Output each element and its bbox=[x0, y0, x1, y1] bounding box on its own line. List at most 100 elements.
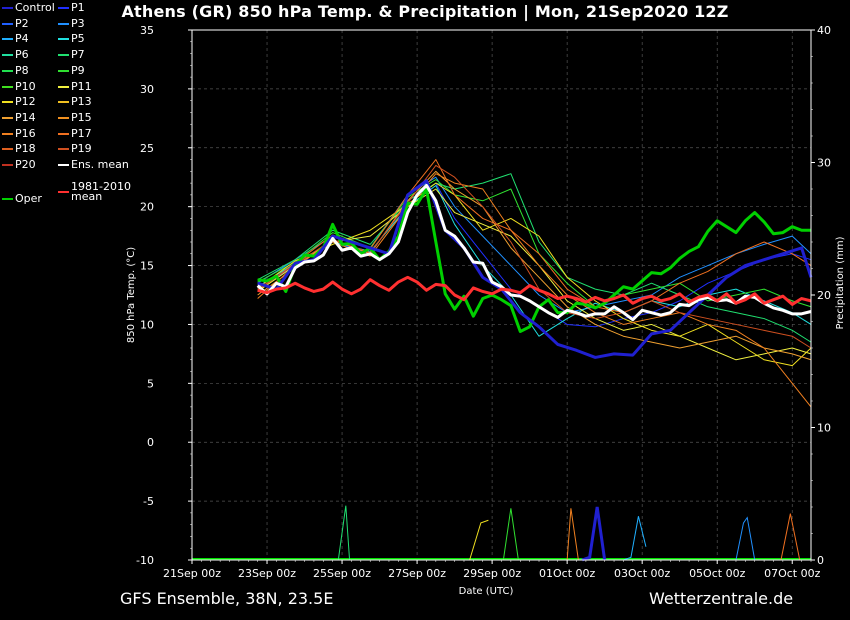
precipitation-series bbox=[192, 505, 811, 562]
series-line-control bbox=[257, 179, 813, 359]
legend-swatch bbox=[2, 54, 13, 57]
y-tick-label: 15 bbox=[140, 260, 154, 273]
legend-item: P9 bbox=[58, 63, 85, 77]
y-tick-label: 5 bbox=[147, 377, 154, 390]
y2-tick-label: 0 bbox=[817, 554, 824, 567]
x-tick-label: 05Oct 00z bbox=[689, 567, 746, 580]
footer-site-name: Wetterzentrale.de bbox=[649, 589, 794, 608]
legend-swatch bbox=[2, 101, 13, 104]
precip-line-p12 bbox=[469, 519, 489, 561]
legend-item: P8 bbox=[2, 63, 29, 77]
legend-swatch bbox=[58, 132, 69, 135]
legend-swatch bbox=[58, 69, 69, 72]
legend-item: P1 bbox=[58, 1, 85, 14]
series-line-ens-mean bbox=[256, 183, 812, 322]
legend-label: P13 bbox=[71, 95, 92, 109]
y2-tick-label: 30 bbox=[817, 157, 831, 170]
legend-item: P10 bbox=[2, 81, 36, 92]
y-tick-label: 30 bbox=[140, 83, 154, 96]
legend-swatch bbox=[2, 116, 13, 119]
precip-line-p16 bbox=[566, 508, 579, 561]
legend-swatch bbox=[58, 85, 69, 88]
legend-swatch bbox=[58, 54, 69, 57]
legend-label: Control bbox=[15, 1, 55, 14]
y2-tick-label: 40 bbox=[817, 24, 831, 37]
legend-swatch bbox=[58, 148, 69, 151]
x-tick-label: 23Sep 00z bbox=[238, 567, 296, 580]
precip-line-p7 bbox=[337, 505, 351, 561]
legend-label: P4 bbox=[15, 32, 29, 46]
legend-item: P7 bbox=[58, 48, 85, 62]
legend-label: P2 bbox=[15, 16, 29, 30]
legend-item: P14 bbox=[2, 110, 36, 124]
y2-tick-label: 20 bbox=[817, 289, 831, 302]
legend-swatch bbox=[58, 22, 69, 25]
legend-swatch bbox=[2, 38, 13, 41]
series-line-p19 bbox=[257, 164, 812, 349]
series-line-p11 bbox=[257, 188, 812, 361]
legend-item: P6 bbox=[2, 48, 29, 62]
legend-swatch bbox=[58, 190, 69, 193]
legend-label: P19 bbox=[71, 142, 92, 156]
legend-swatch bbox=[58, 7, 69, 9]
y-tick-label: 0 bbox=[147, 436, 154, 449]
legend-swatch bbox=[58, 38, 69, 41]
y-axis-ticks: -10 -5 0 5 10 15 20 25 30 35 bbox=[136, 24, 192, 567]
legend-item: P12 bbox=[2, 96, 36, 107]
y-axis-label: 850 hPa Temp. (°C) bbox=[126, 247, 137, 343]
y2-axis-label: Precipitation (mm) bbox=[835, 236, 846, 329]
legend-swatch bbox=[58, 164, 69, 166]
precip-line-control bbox=[581, 506, 607, 562]
x-tick-label: 01Oct 00z bbox=[539, 567, 596, 580]
temperature-series bbox=[256, 159, 813, 408]
legend-item: Ens. mean bbox=[58, 159, 129, 170]
legend-label: P14 bbox=[15, 110, 36, 124]
x-tick-label: 27Sep 00z bbox=[388, 567, 446, 580]
legend-label: P8 bbox=[15, 63, 29, 77]
footer-model-info: GFS Ensemble, 38N, 23.5E bbox=[120, 589, 334, 608]
y-tick-label: 35 bbox=[140, 24, 154, 37]
legend-swatch bbox=[2, 164, 13, 166]
legend-label: P16 bbox=[15, 126, 36, 140]
legend-label: P1 bbox=[71, 1, 85, 14]
legend-swatch bbox=[2, 69, 13, 72]
x-axis-ticks: 21Sep 00z 23Sep 00z 25Sep 00z 27Sep 00z 29Se… bbox=[163, 560, 821, 580]
series-line-p7 bbox=[257, 173, 812, 343]
legend-label: P18 bbox=[15, 142, 36, 156]
legend-swatch bbox=[2, 85, 13, 88]
legend-label: 1981-2010 mean bbox=[71, 179, 131, 203]
precip-line-p17 bbox=[780, 513, 801, 561]
legend-item: P13 bbox=[58, 95, 92, 109]
legend-label: P7 bbox=[71, 48, 85, 62]
y2-axis-ticks: 0 10 20 30 40 bbox=[811, 24, 831, 567]
legend-item: P17 bbox=[58, 128, 92, 139]
series-line-p17 bbox=[257, 159, 812, 314]
legend-label: P9 bbox=[71, 63, 85, 77]
legend-label: P20 bbox=[15, 158, 36, 171]
y-tick-label: 25 bbox=[140, 142, 154, 155]
y-tick-label: -5 bbox=[143, 495, 154, 508]
legend-label: P11 bbox=[71, 79, 92, 93]
legend-swatch bbox=[2, 148, 13, 151]
legend-item: Oper bbox=[2, 191, 42, 205]
x-tick-label: 03Oct 00z bbox=[614, 567, 671, 580]
legend-label: P5 bbox=[71, 32, 85, 46]
x-tick-label: 07Oct 00z bbox=[764, 567, 821, 580]
legend-swatch bbox=[2, 22, 13, 25]
legend-label: P3 bbox=[71, 16, 85, 30]
legend-label: Oper bbox=[15, 191, 42, 205]
precip-line-p4 bbox=[623, 516, 647, 561]
legend-item: P3 bbox=[58, 16, 85, 30]
legend-label: P6 bbox=[15, 48, 29, 62]
plot-frame bbox=[191, 29, 812, 561]
precip-line-p3 bbox=[735, 516, 756, 561]
x-axis-label: Date (UTC) bbox=[459, 586, 514, 597]
legend-item: P5 bbox=[58, 32, 85, 46]
x-tick-label: 29Sep 00z bbox=[463, 567, 521, 580]
legend-item: P20 bbox=[2, 158, 36, 171]
x-tick-label: 21Sep 00z bbox=[163, 567, 221, 580]
legend-swatch bbox=[58, 116, 69, 119]
series-line-oper bbox=[257, 187, 811, 334]
legend-swatch bbox=[58, 101, 69, 104]
